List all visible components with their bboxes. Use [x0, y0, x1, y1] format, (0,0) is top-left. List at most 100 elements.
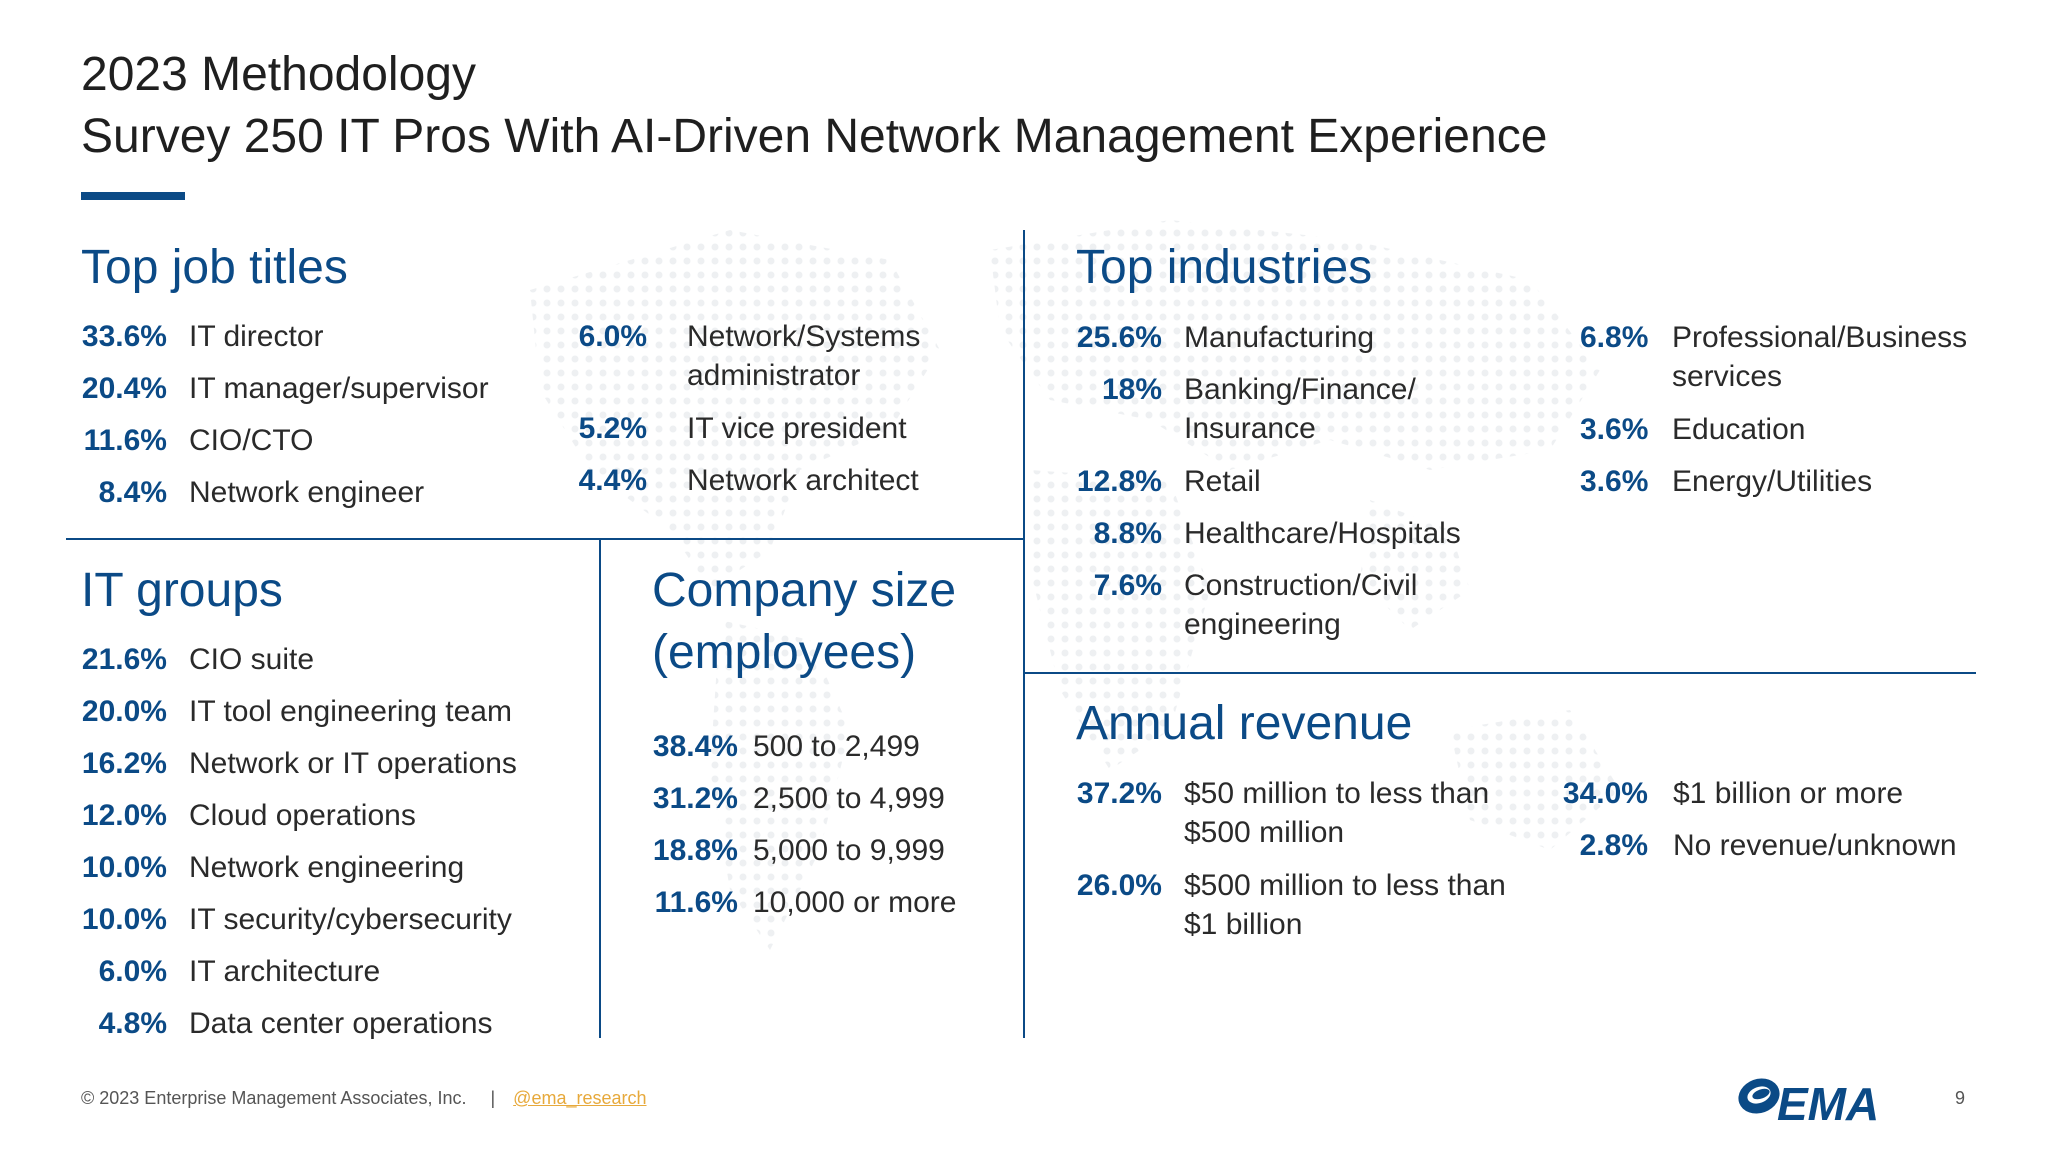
it-group-label: IT architecture — [189, 955, 381, 988]
company-size-pct: 11.6% — [654, 886, 738, 919]
title-line-1: 2023 Methodology — [81, 48, 476, 101]
revenue-label: $1 billion or more — [1673, 777, 1904, 810]
revenue-item: 2.8% No revenue/unknown — [1560, 826, 1990, 865]
industry-item: 3.6% Energy/Utilities — [1580, 462, 1980, 501]
company-size-heading-line-2: (employees) — [652, 626, 917, 679]
job-title-pct: 20.4% — [81, 372, 167, 405]
job-title-label: CIO/CTO — [189, 424, 314, 457]
revenue-item: 37.2% $50 million to less than $500 mill… — [1076, 774, 1546, 852]
it-group-pct: 10.0% — [81, 903, 167, 936]
it-group-label: Data center operations — [189, 1007, 493, 1040]
job-title-pct: 11.6% — [83, 424, 167, 457]
ema-logo-icon: EMA — [1738, 1078, 1879, 1128]
job-title-item: 6.0% Network/Systems administrator — [563, 317, 1013, 395]
footer-separator: | — [490, 1088, 496, 1108]
it-group-pct: 20.0% — [81, 695, 167, 728]
world-map-dots-icon — [530, 220, 1620, 950]
job-title-label: IT director — [189, 320, 324, 353]
industry-item: 8.8% Healthcare/Hospitals — [1076, 514, 1546, 553]
industry-label: Manufacturing — [1184, 321, 1375, 354]
revenue-label-line-2: $1 billion — [1184, 908, 1303, 941]
it-group-pct: 16.2% — [81, 747, 167, 780]
company-size-label: 5,000 to 9,999 — [753, 834, 945, 867]
it-group-item: 4.8% Data center operations — [81, 1004, 586, 1043]
job-title-item: 20.4% IT manager/supervisor — [81, 369, 551, 408]
it-group-label: Network or IT operations — [189, 747, 517, 780]
it-group-item: 12.0% Cloud operations — [81, 796, 586, 835]
it-group-label: Cloud operations — [189, 799, 416, 832]
industry-item: 6.8% Professional/Business services — [1580, 318, 1980, 396]
it-group-pct: 4.8% — [98, 1007, 167, 1040]
job-title-item: 5.2% IT vice president — [563, 409, 1013, 448]
industry-label: Healthcare/Hospitals — [1184, 517, 1461, 550]
it-group-item: 10.0% Network engineering — [81, 848, 586, 887]
industry-label-line-1: Construction/Civil — [1184, 569, 1418, 602]
industry-label-line-2: engineering — [1184, 608, 1341, 641]
company-size-label: 500 to 2,499 — [753, 730, 920, 763]
job-title-label-line-1: Network/Systems — [687, 320, 921, 353]
it-group-label: IT tool engineering team — [189, 695, 512, 728]
revenue-label-line-1: $500 million to less than — [1184, 869, 1506, 902]
title-accent-bar — [81, 192, 185, 200]
industry-label-line-2: Insurance — [1184, 412, 1316, 445]
industry-label: Energy/Utilities — [1672, 465, 1873, 498]
industry-label: Construction/Civil engineering — [1184, 566, 1417, 644]
divider-horizontal-left — [66, 538, 1024, 540]
it-group-pct: 21.6% — [81, 643, 167, 676]
revenue-item: 26.0% $500 million to less than $1 billi… — [1076, 866, 1546, 944]
company-size-label: 10,000 or more — [753, 886, 957, 919]
job-title-item: 11.6% CIO/CTO — [81, 421, 551, 460]
job-title-label: Network engineer — [189, 476, 425, 509]
it-group-pct: 6.0% — [98, 955, 167, 988]
company-size-item: 18.8% 5,000 to 9,999 — [652, 831, 1012, 870]
company-size-heading-line-1: Company size — [652, 564, 957, 617]
company-size-heading: Company size (employees) — [652, 560, 956, 684]
revenue-label-line-2: $500 million — [1184, 816, 1345, 849]
company-size-pct: 38.4% — [652, 730, 738, 763]
it-group-pct: 12.0% — [81, 799, 167, 832]
industry-item: 7.6% Construction/Civil engineering — [1076, 566, 1546, 644]
job-title-item: 4.4% Network architect — [563, 461, 1013, 500]
industry-pct: 3.6% — [1580, 465, 1649, 498]
industry-label: Banking/Finance/ Insurance — [1184, 370, 1416, 448]
industry-pct: 7.6% — [1093, 569, 1162, 602]
revenue-label-line-1: $50 million to less than — [1184, 777, 1490, 810]
company-size-pct: 31.2% — [652, 782, 738, 815]
footer: © 2023 Enterprise Management Associates,… — [81, 1088, 647, 1109]
logo-text: EMA — [1777, 1078, 1879, 1128]
industry-pct: 6.8% — [1580, 321, 1649, 354]
it-group-label: Network engineering — [189, 851, 465, 884]
industry-label: Retail — [1184, 465, 1261, 498]
revenue-pct: 2.8% — [1579, 829, 1648, 862]
job-title-label: Network architect — [687, 464, 919, 497]
revenue-label: $50 million to less than $500 million — [1184, 774, 1489, 852]
page-number: 9 — [1955, 1088, 1966, 1108]
it-group-pct: 10.0% — [81, 851, 167, 884]
divider-horizontal-right — [1023, 672, 1976, 674]
it-group-item: 21.6% CIO suite — [81, 640, 586, 679]
industry-item: 25.6% Manufacturing — [1076, 318, 1546, 357]
industry-label-line-1: Banking/Finance/ — [1184, 373, 1416, 406]
company-size-label: 2,500 to 4,999 — [753, 782, 945, 815]
job-title-label: IT vice president — [687, 412, 907, 445]
revenue-pct: 37.2% — [1076, 777, 1162, 810]
it-group-item: 20.0% IT tool engineering team — [81, 692, 586, 731]
twitter-handle-link[interactable]: @ema_research — [513, 1088, 647, 1108]
industries-heading: Top industries — [1076, 241, 1373, 294]
job-title-item: 8.4% Network engineer — [81, 473, 551, 512]
job-title-pct: 8.4% — [98, 476, 167, 509]
job-title-pct: 6.0% — [578, 320, 647, 353]
it-groups-heading: IT groups — [81, 564, 283, 617]
divider-vertical-center — [1023, 230, 1025, 1038]
job-title-pct: 33.6% — [81, 320, 167, 353]
industry-item: 18% Banking/Finance/ Insurance — [1076, 370, 1546, 448]
it-group-item: 10.0% IT security/cybersecurity — [81, 900, 586, 939]
revenue-pct: 26.0% — [1076, 869, 1162, 902]
industry-pct: 25.6% — [1076, 321, 1162, 354]
industry-pct: 3.6% — [1580, 413, 1649, 446]
job-title-label: Network/Systems administrator — [687, 317, 920, 395]
job-title-pct: 4.4% — [578, 464, 647, 497]
job-titles-heading: Top job titles — [81, 241, 348, 294]
industry-label-line-2: services — [1672, 360, 1783, 393]
